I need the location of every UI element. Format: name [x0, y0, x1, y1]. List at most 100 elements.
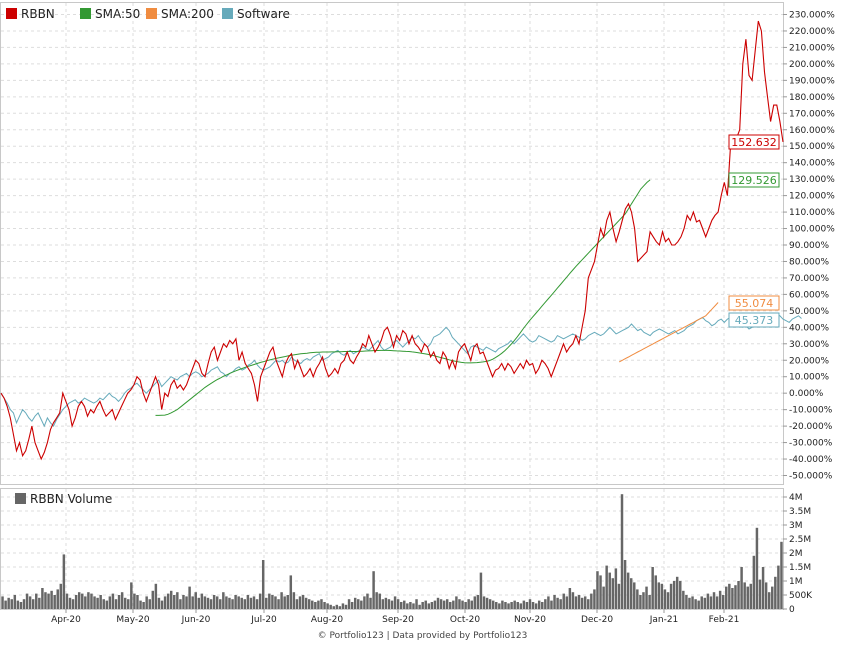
volume-bar — [605, 565, 608, 609]
volume-bar — [522, 600, 526, 609]
volume-bar — [458, 599, 461, 609]
legend-item-sma-50[interactable]: SMA:50 — [80, 7, 140, 21]
volume-bar — [280, 592, 283, 609]
volume-bar — [160, 600, 164, 609]
price-tick-label: 30.000% — [789, 340, 829, 350]
volume-bar — [728, 583, 731, 609]
volume-bar — [399, 602, 403, 609]
volume-bar — [406, 603, 409, 609]
volume-bar — [268, 593, 271, 609]
end-label-value: 129.526 — [731, 174, 777, 187]
volume-bar — [157, 597, 161, 609]
volume-bar — [666, 592, 670, 609]
volume-bar — [212, 595, 216, 609]
price-tick-label: 190.000% — [789, 76, 835, 86]
volume-bar — [182, 595, 185, 609]
volume-bar — [608, 572, 611, 609]
volume-bar — [225, 596, 228, 609]
volume-bar — [179, 599, 182, 609]
price-tick-label: -50.000% — [789, 472, 833, 482]
volume-bar — [200, 593, 204, 609]
volume-bar — [4, 600, 7, 609]
end-label-box — [728, 295, 780, 311]
volume-bar — [188, 586, 191, 609]
volume-bar — [396, 599, 400, 609]
price-tick-label: 40.000% — [789, 323, 829, 333]
volume-bar — [16, 600, 20, 609]
x-tick-label: Oct-20 — [450, 615, 481, 625]
volume-bar — [516, 602, 519, 609]
volume-bar — [65, 593, 69, 609]
price-tick-label: 70.000% — [789, 274, 829, 284]
volume-bar — [424, 600, 427, 609]
legend-item-sma-200[interactable]: SMA:200 — [146, 7, 214, 21]
price-tick-label: -40.000% — [789, 455, 833, 465]
volume-bar — [599, 575, 602, 609]
volume-bar — [366, 593, 369, 609]
price-tick-label: 210.000% — [789, 43, 835, 53]
volume-bar — [556, 597, 559, 609]
price-tick-label: 140.000% — [789, 159, 835, 169]
volume-bar — [427, 603, 431, 609]
volume-bar — [387, 599, 391, 609]
volume-bar — [234, 595, 237, 609]
volume-bar — [746, 586, 749, 609]
volume-bar — [320, 599, 323, 609]
volume-bar — [133, 593, 136, 609]
volume-bar — [265, 597, 268, 609]
price-y-axis: 230.000% 220.000% 210.000% 200.000% 190.000%… — [783, 11, 835, 482]
volume-bar — [35, 593, 38, 609]
volume-bar — [139, 600, 142, 609]
legend-label: SMA:200 — [161, 7, 214, 21]
volume-bar — [215, 596, 219, 609]
volume-bar — [617, 583, 621, 609]
volume-bar — [163, 596, 167, 609]
volume-bar — [611, 578, 615, 609]
volume-legend: RBBN Volume — [15, 492, 112, 506]
volume-bar — [197, 597, 201, 609]
volume-bar — [562, 593, 565, 609]
legend-item-rbbn-volume[interactable]: RBBN Volume — [15, 492, 112, 506]
volume-bar — [409, 602, 412, 609]
volume-bar — [203, 596, 207, 609]
volume-bar — [774, 576, 777, 609]
volume-bar — [286, 595, 289, 609]
volume-bar — [663, 589, 667, 609]
volume-bar — [547, 596, 550, 609]
volume-bar — [415, 599, 418, 609]
volume-bar — [519, 603, 523, 609]
volume-bar — [335, 604, 339, 609]
volume-bar — [685, 595, 688, 609]
volume-bar — [672, 581, 676, 609]
series-end-labels: 152.632 129.526 55.074 45.373 — [728, 134, 780, 328]
volume-bar — [731, 588, 734, 609]
volume-bar — [44, 592, 47, 609]
price-tick-label: 180.000% — [789, 93, 835, 103]
volume-bar — [84, 596, 87, 609]
legend-swatch — [15, 493, 26, 504]
volume-bar — [90, 593, 93, 609]
volume-bar — [393, 596, 397, 609]
volume-bar — [629, 578, 633, 609]
volume-bar — [743, 582, 746, 609]
volume-bar — [473, 596, 477, 609]
volume-bar — [31, 599, 35, 609]
volume-bar — [148, 599, 151, 609]
volume-bar — [301, 595, 305, 609]
volume-bar — [102, 599, 105, 609]
footer-credit: © Portfolio123 | Data provided by Portfo… — [317, 631, 528, 641]
volume-bar — [258, 593, 262, 609]
volume-bar — [237, 596, 240, 609]
volume-bar — [111, 593, 115, 609]
legend-item-rbbn[interactable]: RBBN — [6, 7, 55, 21]
volume-bar — [734, 585, 737, 609]
volume-bar — [706, 593, 710, 609]
legend-item-software[interactable]: Software — [222, 7, 290, 21]
volume-bar — [767, 592, 771, 609]
volume-bar — [341, 603, 345, 609]
volume-bar — [47, 593, 50, 609]
volume-bar — [295, 599, 299, 609]
volume-tick-label: 500K — [789, 591, 813, 601]
volume-bar — [117, 595, 121, 609]
end-label-box — [728, 172, 780, 188]
